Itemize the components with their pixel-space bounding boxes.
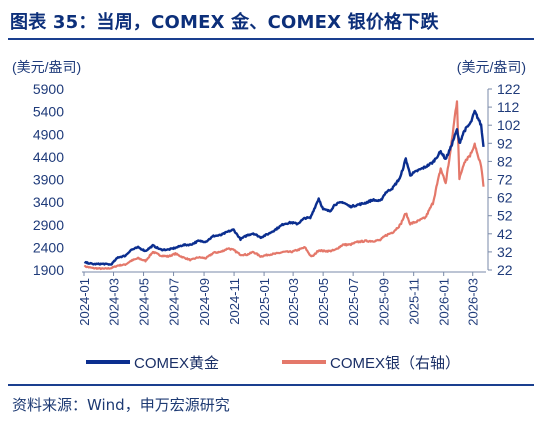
x-tick-label: 2026-01 [437,278,452,326]
legend-label-gold: COMEX黄金 [134,355,219,372]
legend: COMEX黄金 COMEX银（右轴） [86,355,460,372]
silver-series-line [85,101,484,269]
right-tick-label: 92 [497,135,513,151]
x-tick-label: 2025-03 [286,278,301,326]
x-tick-label: 2024-11 [227,278,242,325]
x-tick-label: 2025-07 [346,278,361,326]
footer-divider [8,384,534,386]
left-axis-unit: (美元/盎司) [12,59,81,75]
right-tick-label: 52 [497,208,513,224]
chart: (美元/盎司) 1900 2400 2900 3400 3900 4400 4900 5400 5… [0,0,542,384]
source-note: 资料来源：Wind，申万宏源研究 [12,394,230,415]
right-tick-label: 42 [497,226,513,242]
x-tick-label: 2025-09 [377,278,392,326]
right-axis: (美元/盎司) 22 32 42 52 62 72 82 92 102 112 122 [457,59,526,278]
x-tick-label: 2026-03 [466,278,481,326]
left-tick-label: 3900 [33,172,64,188]
left-axis: (美元/盎司) 1900 2400 2900 3400 3900 4400 4900 5400 5… [12,59,81,278]
right-tick-label: 82 [497,153,513,169]
x-tick-label: 2025-01 [257,278,272,326]
right-tick-label: 102 [497,117,521,133]
right-tick-label: 122 [497,81,521,97]
x-tick-label: 2025-11 [407,278,422,325]
right-tick-label: 112 [497,99,520,115]
left-tick-label: 2900 [33,217,64,233]
plot-area [85,101,484,269]
right-tick-label: 72 [497,172,513,188]
left-tick-label: 4900 [33,126,64,142]
left-tick-label: 1900 [33,262,64,278]
right-tick-label: 22 [497,262,513,278]
left-tick-label: 5900 [33,81,64,97]
x-tick-label: 2025-05 [316,278,331,326]
x-axis: 2024-01 2024-03 2024-05 2024-07 2024-09 2024-… [77,272,486,326]
right-tick-label: 62 [497,190,513,206]
left-tick-label: 2400 [33,239,64,255]
gold-series-line [85,111,484,265]
x-tick-label: 2024-07 [167,278,182,326]
left-tick-label: 3400 [33,194,64,210]
x-tick-label: 2024-09 [197,278,212,326]
x-tick-label: 2024-01 [77,278,92,326]
left-tick-label: 4400 [33,149,64,165]
left-tick-label: 5400 [33,104,64,120]
x-tick-label: 2024-03 [107,278,122,326]
x-tick-label: 2024-05 [137,278,152,326]
legend-label-silver: COMEX银（右轴） [330,355,460,372]
right-axis-unit: (美元/盎司) [457,59,526,75]
right-tick-label: 32 [497,244,513,260]
